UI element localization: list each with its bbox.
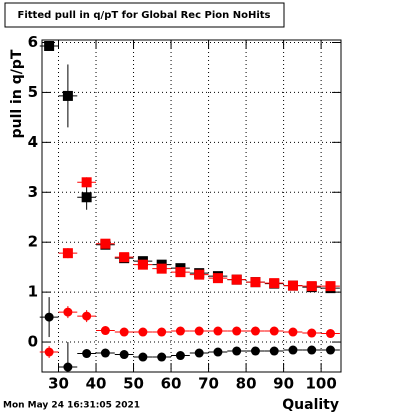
- plot-frame: [41, 39, 342, 373]
- marker: [63, 307, 73, 317]
- y-tick-label: 2: [28, 233, 38, 251]
- marker: [194, 326, 204, 336]
- marker: [175, 351, 185, 361]
- marker: [269, 326, 279, 336]
- marker: [81, 192, 92, 203]
- x-tick-label: 100: [305, 375, 336, 393]
- marker: [100, 326, 110, 336]
- marker: [119, 350, 129, 360]
- marker: [325, 281, 336, 292]
- marker: [82, 311, 92, 321]
- marker: [250, 326, 260, 336]
- marker: [44, 312, 54, 322]
- x-tick-label: 90: [273, 375, 294, 393]
- marker: [138, 327, 148, 337]
- marker: [175, 326, 185, 336]
- marker: [194, 348, 204, 358]
- marker: [119, 252, 130, 263]
- marker: [231, 274, 242, 285]
- marker: [194, 269, 205, 280]
- marker: [62, 90, 73, 101]
- marker: [156, 263, 167, 274]
- timestamp: Mon May 24 16:31:05 2021: [3, 401, 140, 411]
- y-tick-label: 6: [28, 33, 38, 51]
- x-tick-label: 60: [161, 375, 182, 393]
- marker: [288, 345, 298, 355]
- marker: [100, 348, 110, 358]
- x-tick-label: 50: [123, 375, 144, 393]
- marker: [62, 248, 73, 259]
- title-box: [4, 2, 285, 28]
- marker: [213, 347, 223, 357]
- marker: [306, 281, 317, 292]
- y-tick-label: 5: [28, 83, 38, 101]
- y-tick-label: 4: [28, 133, 38, 151]
- marker: [307, 328, 317, 338]
- x-axis-label: Quality: [282, 397, 339, 413]
- marker: [269, 278, 280, 289]
- marker: [269, 346, 279, 356]
- marker: [250, 277, 261, 288]
- marker: [212, 273, 223, 284]
- x-tick-label: 70: [198, 375, 219, 393]
- marker: [81, 177, 92, 188]
- marker: [213, 326, 223, 336]
- marker: [232, 326, 242, 336]
- x-tick-label: 80: [236, 375, 257, 393]
- y-tick-label: 0: [28, 333, 38, 351]
- marker: [44, 40, 55, 51]
- marker: [288, 327, 298, 337]
- marker: [250, 346, 260, 356]
- marker: [175, 267, 186, 278]
- marker: [307, 345, 317, 355]
- y-tick-label: 3: [28, 183, 38, 201]
- x-tick-label: 30: [48, 375, 69, 393]
- marker: [100, 238, 111, 249]
- y-tick-label: 1: [28, 283, 38, 301]
- marker: [44, 347, 54, 357]
- marker: [82, 349, 92, 359]
- marker: [287, 280, 298, 291]
- marker: [138, 352, 148, 362]
- marker: [232, 346, 242, 356]
- marker: [63, 362, 73, 372]
- chart-title: Fitted pull in q/pT for Global Rec Pion …: [18, 10, 271, 21]
- marker: [157, 327, 167, 337]
- marker: [137, 259, 148, 270]
- marker: [325, 329, 335, 339]
- marker: [157, 352, 167, 362]
- x-tick-label: 40: [86, 375, 107, 393]
- marker: [119, 327, 129, 337]
- y-axis-label: pull in q/pT: [9, 49, 25, 138]
- marker: [325, 345, 335, 355]
